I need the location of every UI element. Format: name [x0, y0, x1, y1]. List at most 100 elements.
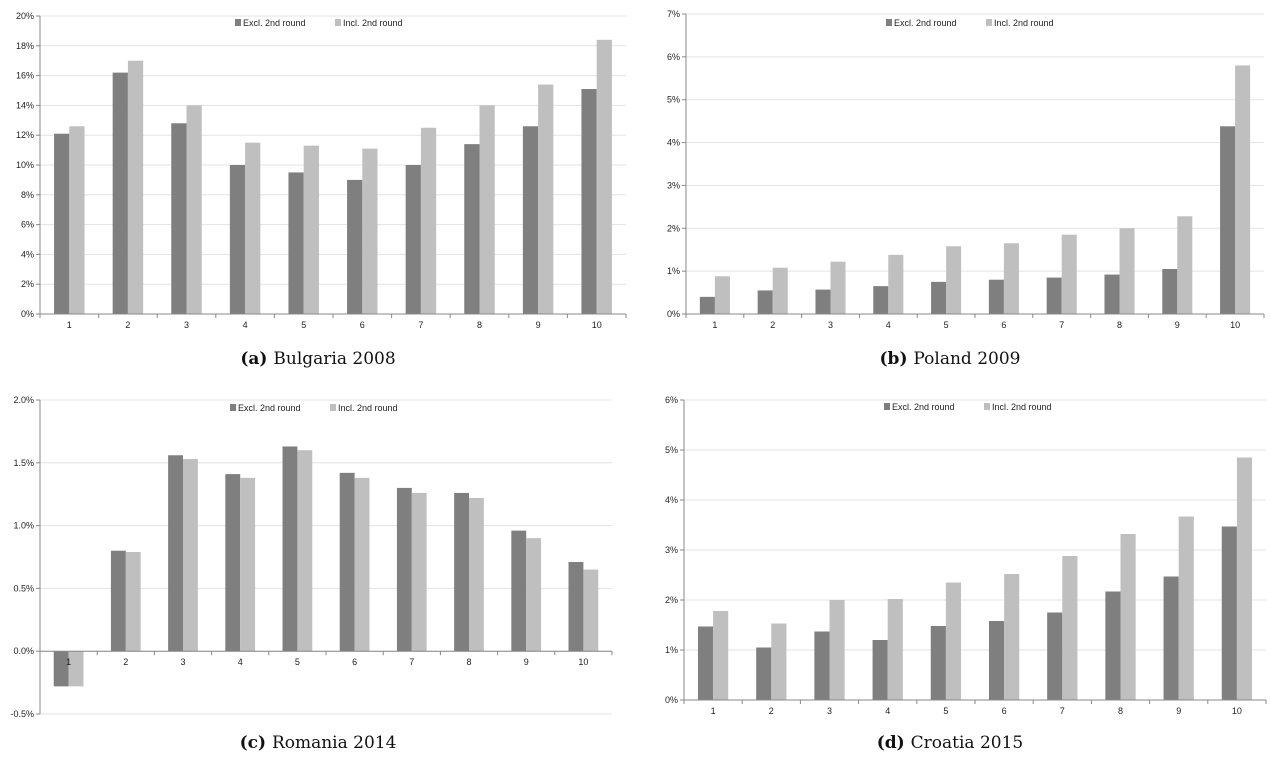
y-tick-label: 4% — [665, 495, 678, 505]
legend-swatch — [235, 19, 241, 26]
x-tick-label: 1 — [67, 320, 72, 330]
x-tick-label: 9 — [524, 657, 529, 667]
bar-excl-2nd-round — [697, 626, 714, 700]
y-tick-label: 2.0% — [13, 395, 34, 405]
x-tick-label: 5 — [301, 320, 306, 330]
x-tick-label: 2 — [125, 320, 130, 330]
y-tick-label: 1% — [667, 266, 680, 276]
bar-incl-2nd-round — [596, 39, 612, 315]
chart-panel-romania: -0.5% 0.0% 0.5% 1.0% 1.5% 2.0% 1 2 3 4 5 6 7 8 9 10 Excl… — [0, 378, 636, 756]
x-tick-label: 2 — [123, 657, 128, 667]
y-tick-label: 6% — [667, 52, 680, 62]
caption-label: (b) — [880, 349, 914, 369]
x-tick-label: 10 — [578, 657, 588, 667]
legend-swatch — [230, 404, 236, 411]
caption-text: Croatia 2015 — [911, 733, 1024, 753]
bar-excl-2nd-round — [54, 133, 70, 314]
bar-incl-2nd-round — [1120, 534, 1136, 700]
x-tick-label: 8 — [1118, 706, 1123, 716]
legend: Excl. 2nd round Incl. 2nd round — [884, 402, 1052, 412]
x-tick-label: 7 — [1059, 320, 1064, 330]
bar-excl-2nd-round — [756, 647, 772, 700]
x-tick-label: 6 — [352, 657, 357, 667]
x-tick-label: 2 — [769, 706, 774, 716]
x-tick-label: 9 — [1176, 706, 1181, 716]
bar-excl-2nd-round — [1046, 277, 1062, 314]
legend: Excl. 2nd round Incl. 2nd round — [886, 18, 1054, 28]
legend-label: Excl. 2nd round — [243, 18, 306, 28]
x-tick-label: 1 — [66, 657, 71, 667]
x-tick-label: 6 — [1002, 706, 1007, 716]
x-tick-label: 4 — [885, 706, 890, 716]
bar-incl-2nd-round — [714, 276, 730, 314]
bar-excl-2nd-round — [405, 165, 421, 314]
x-tick-label: 2 — [770, 320, 775, 330]
legend-swatch — [886, 19, 892, 26]
x-tick-label: 7 — [418, 320, 423, 330]
x-tick-label: 5 — [943, 706, 948, 716]
bar-excl-2nd-round — [282, 446, 298, 652]
bar-incl-2nd-round — [1178, 516, 1194, 700]
bar-excl-2nd-round — [171, 123, 187, 314]
y-tick-label: 0% — [665, 695, 678, 705]
bar-excl-2nd-round — [225, 474, 241, 652]
x-tick-label: 9 — [1175, 320, 1180, 330]
x-tick-label: 7 — [409, 657, 414, 667]
y-tick-label: 4% — [21, 249, 34, 259]
bar-excl-2nd-round — [1163, 576, 1179, 700]
bar-incl-2nd-round — [887, 599, 903, 700]
x-tick-label: 4 — [886, 320, 891, 330]
bar-excl-2nd-round — [1105, 591, 1121, 700]
bar-incl-2nd-round — [245, 142, 261, 314]
y-tick-label: 0.0% — [13, 646, 34, 656]
legend-label: Incl. 2nd round — [994, 18, 1054, 28]
bar-incl-2nd-round — [713, 611, 729, 700]
bar-incl-2nd-round — [68, 651, 84, 687]
x-tick-label: 3 — [827, 706, 832, 716]
bar-excl-2nd-round — [581, 89, 597, 314]
y-tick-label: 0% — [21, 309, 34, 319]
chart-panel-poland: 0% 1% 2% 3% 4% 5% 6% 7% 1 2 3 4 5 6 7 8 9 10 Excl. 2nd rou… — [636, 0, 1271, 378]
panel-caption: (a) Bulgaria 2008 — [240, 349, 395, 369]
bar-incl-2nd-round — [354, 477, 370, 652]
bar-incl-2nd-round — [127, 60, 144, 315]
bar-incl-2nd-round — [411, 492, 427, 652]
y-tick-label: 2% — [667, 223, 680, 233]
y-tick-label: 0.5% — [13, 583, 34, 593]
bar-incl-2nd-round — [946, 246, 962, 314]
bar-excl-2nd-round — [347, 179, 363, 314]
caption-text: Bulgaria 2008 — [273, 349, 395, 369]
bar-incl-2nd-round — [186, 105, 202, 315]
bar-excl-2nd-round — [930, 626, 946, 700]
bar-excl-2nd-round — [112, 72, 128, 315]
y-tick-label: 6% — [665, 395, 678, 405]
bar-excl-2nd-round — [396, 487, 412, 652]
x-tick-label: 6 — [1001, 320, 1006, 330]
bar-incl-2nd-round — [183, 459, 198, 652]
bar-incl-2nd-round — [362, 148, 378, 314]
bar-incl-2nd-round — [830, 261, 846, 314]
y-tick-label: 0% — [667, 309, 680, 319]
bar-incl-2nd-round — [583, 569, 599, 652]
caption-text: Poland 2009 — [913, 349, 1020, 369]
x-tick-label: 9 — [536, 320, 541, 330]
x-tick-label: 6 — [360, 320, 365, 330]
caption-text: Romania 2014 — [272, 733, 396, 753]
x-tick-label: 3 — [184, 320, 189, 330]
bar-excl-2nd-round — [339, 472, 355, 652]
legend-label: Incl. 2nd round — [992, 402, 1052, 412]
bar-excl-2nd-round — [1104, 274, 1120, 314]
bar-incl-2nd-round — [1061, 234, 1077, 314]
legend: Excl. 2nd round Incl. 2nd round — [230, 403, 398, 413]
panel-caption: (c) Romania 2014 — [240, 733, 397, 753]
chart-panel-bulgaria: 0% 2% 4% 6% 8% 10% 12% 14% 16% 18% 20% 1 2 3 4 5 6 7 8 9 10 E… — [0, 0, 636, 378]
y-tick-label: 3% — [667, 180, 680, 190]
bar-incl-2nd-round — [69, 126, 85, 314]
bar-incl-2nd-round — [772, 267, 788, 314]
x-tick-label: 5 — [944, 320, 949, 330]
bar-incl-2nd-round — [771, 623, 787, 700]
bar-incl-2nd-round — [1235, 65, 1251, 314]
y-tick-label: 6% — [21, 220, 34, 230]
bar-incl-2nd-round — [1119, 228, 1135, 314]
x-tick-label: 8 — [1117, 320, 1122, 330]
